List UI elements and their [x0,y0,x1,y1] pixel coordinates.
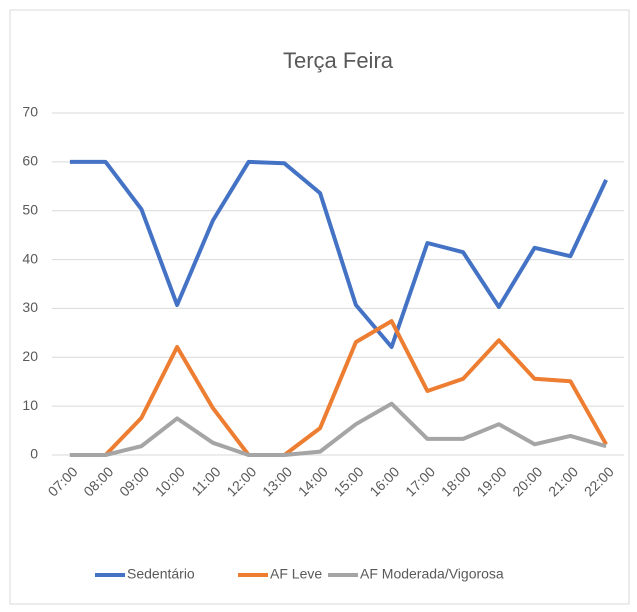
y-tick-label: 20 [22,348,38,364]
line-series [69,319,608,457]
legend-label: Sedentário [127,566,195,582]
y-tick-label: 10 [22,397,38,413]
y-tick-label: 40 [22,250,38,266]
y-tick-label: 0 [30,446,38,462]
legend-label: AF Leve [270,566,322,582]
y-tick-label: 30 [22,299,38,315]
chart-title: Terça Feira [283,48,394,73]
line-series [69,159,608,349]
y-tick-label: 70 [22,104,38,120]
line-series [69,401,607,457]
y-tick-label: 50 [22,201,38,217]
y-tick-label: 60 [22,153,38,169]
chart-border [9,9,630,605]
legend-label: AF Moderada/Vigorosa [360,566,504,582]
